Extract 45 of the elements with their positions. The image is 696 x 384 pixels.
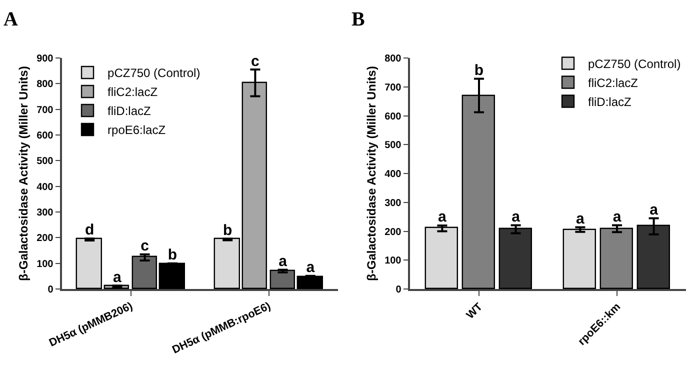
chart-title: B xyxy=(351,8,365,31)
y-axis-title: β-Galactosidase Activity (Miller Units) xyxy=(16,66,30,281)
data-label: b xyxy=(474,62,484,80)
data-label: b xyxy=(168,246,177,264)
y-tick-label: 700 xyxy=(36,104,54,116)
y-tick-label: 200 xyxy=(384,226,402,238)
y-tick-label: 700 xyxy=(384,82,402,94)
y-tick-label: 800 xyxy=(36,79,54,90)
y-tick-label: 0 xyxy=(396,284,402,296)
data-label: c xyxy=(251,52,260,70)
y-tick-label: 500 xyxy=(384,140,402,152)
chart-title: A xyxy=(3,8,18,31)
data-label: a xyxy=(512,208,521,226)
data-label: a xyxy=(612,208,622,226)
y-tick-label: 300 xyxy=(36,208,54,218)
y-tick-label: 0 xyxy=(48,284,54,296)
y-tick-label: 800 xyxy=(384,54,402,64)
data-label: a xyxy=(438,208,448,226)
y-tick-label: 200 xyxy=(36,233,54,244)
data-label: c xyxy=(140,238,149,255)
y-tick-label: 400 xyxy=(384,169,402,180)
y-tick-label: 600 xyxy=(384,111,402,122)
y-tick-label: 400 xyxy=(36,182,54,193)
y-tick-label: 100 xyxy=(36,258,54,270)
legend-label: fliC2:lacZ xyxy=(108,85,158,100)
data-label: b xyxy=(223,222,232,239)
data-label: a xyxy=(278,253,288,270)
legend-label: rpoE6:lacZ xyxy=(108,123,166,138)
data-label: a xyxy=(113,268,122,286)
y-tick-label: 500 xyxy=(36,156,54,168)
y-tick-label: 100 xyxy=(384,256,402,267)
y-tick-label: 600 xyxy=(36,130,54,142)
data-label: a xyxy=(650,202,659,219)
legend-label: fliD:lacZ xyxy=(588,94,632,109)
data-label: d xyxy=(85,222,94,239)
data-label: a xyxy=(576,210,586,228)
data-label: a xyxy=(306,259,316,276)
y-axis-title: β-Galactosidase Activity (Miller Units) xyxy=(364,66,378,281)
legend-label: pCZ750 (Control) xyxy=(588,56,681,71)
legend-label: fliD:lacZ xyxy=(108,104,151,118)
y-tick-label: 300 xyxy=(384,198,402,209)
legend-label: fliC2:lacZ xyxy=(588,76,638,90)
x-tick-label: WT xyxy=(464,300,486,322)
y-tick-label: 900 xyxy=(36,54,54,64)
legend-label: pCZ750 (Control) xyxy=(108,66,200,80)
